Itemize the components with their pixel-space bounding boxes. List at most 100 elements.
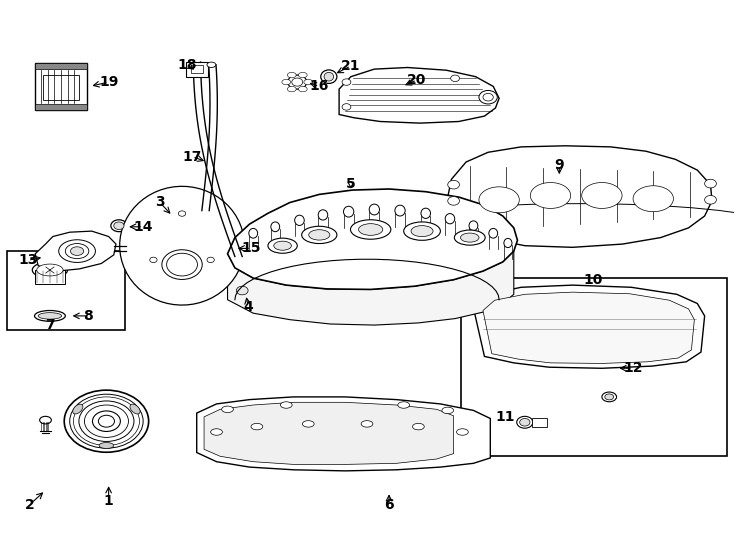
Ellipse shape — [517, 416, 533, 428]
Ellipse shape — [342, 79, 351, 85]
Text: 17: 17 — [183, 150, 202, 164]
Polygon shape — [124, 191, 240, 301]
Ellipse shape — [114, 222, 124, 230]
Ellipse shape — [211, 429, 222, 435]
Ellipse shape — [150, 257, 157, 262]
Ellipse shape — [298, 72, 308, 78]
Ellipse shape — [442, 407, 454, 414]
Text: 10: 10 — [584, 273, 603, 287]
Text: 16: 16 — [310, 79, 329, 93]
Polygon shape — [128, 194, 236, 297]
Ellipse shape — [448, 197, 459, 205]
Ellipse shape — [342, 104, 351, 110]
Ellipse shape — [40, 416, 51, 424]
Ellipse shape — [358, 224, 383, 235]
Text: 11: 11 — [495, 410, 515, 424]
Ellipse shape — [520, 418, 530, 426]
Polygon shape — [228, 251, 514, 325]
Ellipse shape — [448, 180, 459, 189]
Ellipse shape — [479, 187, 520, 213]
Ellipse shape — [344, 206, 354, 217]
Ellipse shape — [324, 72, 333, 81]
Ellipse shape — [705, 195, 716, 204]
Text: 12: 12 — [623, 361, 642, 375]
Ellipse shape — [398, 402, 410, 408]
Ellipse shape — [479, 91, 498, 104]
Ellipse shape — [404, 222, 440, 240]
Polygon shape — [339, 68, 499, 123]
Ellipse shape — [530, 183, 570, 208]
Text: 15: 15 — [241, 241, 261, 255]
Ellipse shape — [178, 211, 186, 216]
Text: 14: 14 — [134, 220, 153, 234]
Ellipse shape — [233, 284, 251, 297]
Ellipse shape — [207, 62, 216, 68]
Ellipse shape — [413, 423, 424, 430]
Ellipse shape — [457, 429, 468, 435]
Ellipse shape — [38, 313, 62, 319]
Ellipse shape — [222, 406, 233, 413]
Ellipse shape — [602, 392, 617, 402]
Ellipse shape — [298, 86, 308, 92]
Bar — [35, 63, 87, 69]
Ellipse shape — [504, 239, 512, 247]
Polygon shape — [446, 146, 712, 247]
Ellipse shape — [34, 310, 65, 321]
Polygon shape — [228, 189, 517, 289]
Ellipse shape — [454, 230, 485, 245]
Ellipse shape — [99, 443, 114, 448]
Bar — [43, 75, 79, 100]
Polygon shape — [473, 285, 705, 368]
Bar — [35, 270, 65, 284]
Text: 3: 3 — [155, 195, 165, 210]
Ellipse shape — [633, 186, 673, 212]
Ellipse shape — [469, 221, 478, 231]
Ellipse shape — [489, 228, 498, 238]
Text: 7: 7 — [45, 318, 55, 332]
Polygon shape — [197, 397, 490, 471]
Ellipse shape — [92, 411, 120, 431]
Ellipse shape — [70, 394, 143, 448]
Ellipse shape — [395, 205, 405, 216]
Ellipse shape — [236, 286, 248, 295]
Ellipse shape — [705, 179, 716, 188]
Ellipse shape — [302, 421, 314, 427]
Text: 8: 8 — [83, 309, 93, 323]
Text: 20: 20 — [407, 73, 426, 87]
Text: 9: 9 — [554, 158, 564, 172]
Polygon shape — [483, 292, 694, 363]
Polygon shape — [146, 211, 218, 280]
Ellipse shape — [161, 249, 203, 280]
Polygon shape — [133, 199, 231, 293]
Text: 21: 21 — [341, 59, 360, 73]
Text: 18: 18 — [178, 58, 197, 72]
Ellipse shape — [73, 397, 139, 445]
Ellipse shape — [483, 93, 493, 101]
Ellipse shape — [98, 415, 115, 427]
Ellipse shape — [288, 75, 307, 89]
Polygon shape — [142, 207, 222, 284]
Bar — [7, 251, 125, 330]
Ellipse shape — [445, 213, 455, 224]
Ellipse shape — [251, 423, 263, 430]
Text: 13: 13 — [18, 253, 37, 267]
Text: 5: 5 — [346, 177, 356, 191]
Ellipse shape — [268, 238, 297, 253]
Ellipse shape — [451, 75, 459, 82]
Polygon shape — [35, 231, 116, 271]
Ellipse shape — [309, 230, 330, 240]
Ellipse shape — [65, 390, 148, 453]
Ellipse shape — [318, 210, 327, 220]
Text: 2: 2 — [24, 498, 34, 512]
Ellipse shape — [361, 421, 373, 427]
Ellipse shape — [32, 262, 68, 278]
Ellipse shape — [421, 208, 430, 219]
Ellipse shape — [59, 240, 95, 262]
Ellipse shape — [321, 70, 337, 83]
Polygon shape — [120, 186, 244, 305]
Ellipse shape — [130, 404, 140, 414]
Text: 4: 4 — [243, 300, 253, 314]
Ellipse shape — [351, 220, 390, 239]
Ellipse shape — [294, 215, 304, 226]
Polygon shape — [137, 203, 227, 288]
